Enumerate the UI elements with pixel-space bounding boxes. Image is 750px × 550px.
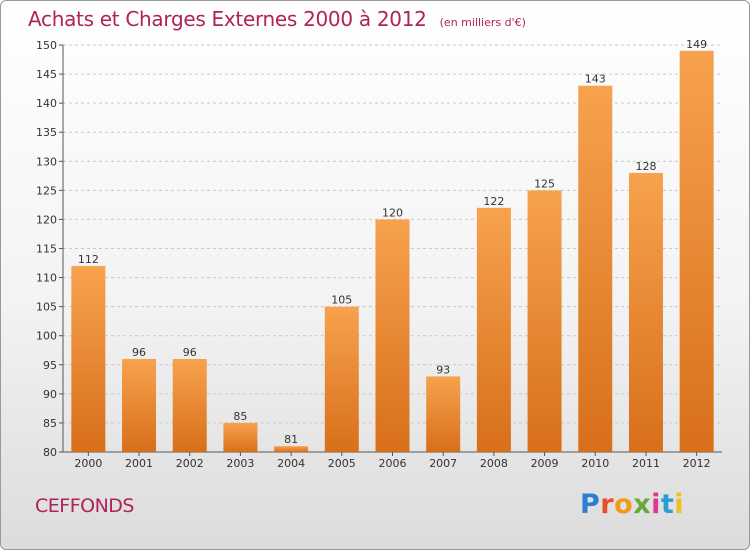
data-label: 143 (585, 73, 606, 86)
bar (476, 207, 511, 452)
data-label: 149 (686, 38, 707, 51)
logo-letter: o (614, 489, 634, 520)
y-tick-label: 90 (43, 388, 57, 401)
data-label: 85 (233, 410, 247, 423)
bar (324, 306, 359, 452)
bar (527, 190, 562, 452)
y-tick-label: 80 (43, 446, 57, 459)
x-tick-label: 2009 (531, 457, 559, 470)
x-tick-label: 2005 (328, 457, 356, 470)
x-tick-label: 2011 (632, 457, 660, 470)
x-tick-label: 2010 (581, 457, 609, 470)
y-tick-label: 125 (36, 184, 57, 197)
bar (172, 358, 207, 452)
data-label: 81 (284, 433, 298, 446)
x-tick-label: 2006 (379, 457, 407, 470)
bar (426, 376, 461, 452)
bar (71, 265, 106, 452)
y-tick-label: 110 (36, 272, 57, 285)
logo-letter: t (660, 489, 675, 520)
bar (274, 446, 309, 452)
logo-letter: i (674, 489, 685, 520)
y-tick-label: 120 (36, 213, 57, 226)
data-label: 96 (132, 346, 146, 359)
chart-title: Achats et Charges Externes 2000 à 2012 (28, 7, 427, 31)
x-tick-label: 2008 (480, 457, 508, 470)
bar (375, 219, 410, 452)
chart-title-block: Achats et Charges Externes 2000 à 2012 (… (28, 7, 526, 31)
bar (628, 172, 663, 452)
logo-letter: P (580, 489, 601, 520)
y-tick-label: 130 (36, 155, 57, 168)
data-label: 105 (331, 294, 352, 307)
data-label: 120 (382, 206, 403, 219)
y-tick-label: 105 (36, 301, 57, 314)
logo-letter: i (651, 489, 661, 520)
bar (223, 422, 258, 452)
x-tick-label: 2004 (277, 457, 305, 470)
y-tick-label: 115 (36, 243, 57, 256)
data-label: 112 (78, 253, 99, 266)
proxiti-logo: Proxiti (580, 489, 684, 520)
x-tick-label: 2007 (429, 457, 457, 470)
bar (122, 358, 157, 452)
y-tick-label: 140 (36, 97, 57, 110)
x-tick-label: 2001 (125, 457, 153, 470)
bar (578, 85, 613, 452)
data-label: 128 (635, 160, 656, 173)
y-tick-label: 85 (43, 417, 57, 430)
data-label: 122 (483, 195, 504, 208)
data-label: 96 (183, 346, 197, 359)
y-tick-label: 135 (36, 126, 57, 139)
data-label: 125 (534, 177, 555, 190)
chart-unit: (en milliers d'€) (439, 16, 526, 29)
y-tick-label: 145 (36, 68, 57, 81)
data-label: 93 (436, 363, 450, 376)
x-tick-label: 2000 (74, 457, 102, 470)
x-tick-label: 2002 (176, 457, 204, 470)
logo-letter: r (600, 489, 615, 520)
x-tick-label: 2003 (226, 457, 254, 470)
town-name: CEFFONDS (35, 495, 135, 517)
bar (679, 50, 714, 453)
y-tick-label: 150 (36, 39, 57, 52)
logo-letter: x (633, 489, 652, 520)
y-tick-label: 95 (43, 359, 57, 372)
x-tick-label: 2012 (683, 457, 711, 470)
y-tick-label: 100 (36, 330, 57, 343)
